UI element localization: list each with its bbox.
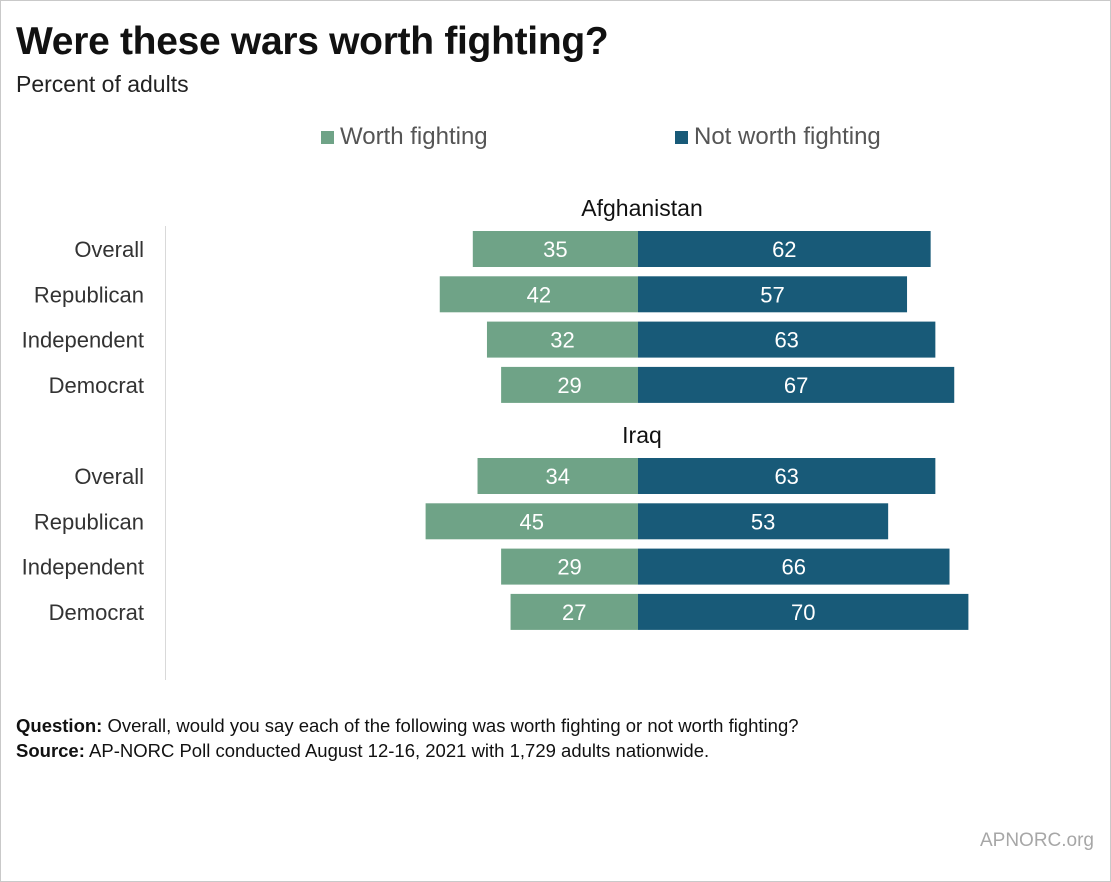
group-title: Iraq [622, 422, 662, 448]
data-label-not-worth: 70 [791, 600, 815, 625]
bar-not-worth-fighting [638, 458, 936, 494]
data-label-not-worth: 57 [760, 282, 784, 307]
data-label-worth: 34 [546, 464, 570, 489]
bar-not-worth-fighting [638, 231, 931, 267]
bar-not-worth-fighting [638, 366, 955, 403]
data-label-worth: 32 [550, 328, 574, 353]
bar-not-worth-fighting [638, 593, 969, 630]
legend-item-not-worth: Not worth fighting [675, 122, 881, 152]
question-text: Overall, would you say each of the follo… [102, 715, 799, 736]
chart-subtitle: Percent of adults [16, 71, 189, 97]
data-label-worth: 45 [520, 509, 544, 534]
category-label: Democrat [49, 600, 144, 625]
legend-swatch-worth [321, 130, 334, 144]
data-label-not-worth: 53 [751, 509, 775, 534]
diverging-bar-chart: Afghanistan Overall 35 62 Republican 42 57 Inde… [22, 195, 969, 680]
question-note: Question: Overall, would you say each of… [16, 713, 799, 738]
category-label: Republican [34, 282, 144, 307]
bar-worth-fighting [486, 321, 638, 358]
bar-worth-fighting [501, 366, 638, 403]
bar-worth-fighting [510, 593, 638, 630]
category-label: Independent [22, 328, 144, 353]
data-label-not-worth: 63 [774, 328, 798, 353]
source-label: Source: [16, 740, 85, 761]
chart-title: Were these wars worth fighting? [16, 20, 609, 63]
bar-worth-fighting [477, 458, 638, 494]
bar-worth-fighting [425, 503, 638, 540]
category-label: Overall [74, 237, 144, 262]
source-note: Source: AP-NORC Poll conducted August 12… [16, 738, 799, 763]
legend-label-not-worth: Not worth fighting [694, 123, 881, 150]
data-label-worth: 29 [557, 373, 581, 398]
legend: Worth fighting Not worth fighting [0, 122, 1111, 152]
bar-not-worth-fighting [638, 548, 950, 585]
source-text: AP-NORC Poll conducted August 12-16, 202… [84, 740, 710, 761]
question-label: Question: [16, 715, 103, 736]
category-label: Democrat [49, 373, 144, 398]
legend-swatch-not-worth [675, 130, 688, 144]
bar-not-worth-fighting [638, 276, 908, 313]
brand-label: APNORC.org [979, 830, 1094, 851]
data-label-not-worth: 62 [772, 237, 796, 262]
bar-worth-fighting [501, 548, 638, 585]
category-label: Independent [22, 555, 144, 580]
category-label: Republican [34, 509, 144, 534]
bar-worth-fighting [472, 231, 638, 267]
data-label-worth: 35 [543, 237, 567, 262]
data-label-not-worth: 67 [784, 373, 808, 398]
data-label-worth: 29 [557, 555, 581, 580]
bar-not-worth-fighting [638, 503, 889, 540]
legend-label-worth: Worth fighting [340, 123, 488, 150]
data-label-not-worth: 63 [774, 464, 798, 489]
category-label: Overall [74, 464, 144, 489]
chart-footer: Question: Overall, would you say each of… [16, 713, 799, 763]
data-label-worth: 27 [562, 600, 586, 625]
legend-item-worth: Worth fighting [321, 122, 488, 152]
bar-worth-fighting [439, 276, 638, 313]
bar-not-worth-fighting [638, 321, 936, 358]
data-label-not-worth: 66 [782, 555, 806, 580]
group-title: Afghanistan [581, 195, 702, 221]
data-label-worth: 42 [527, 282, 551, 307]
